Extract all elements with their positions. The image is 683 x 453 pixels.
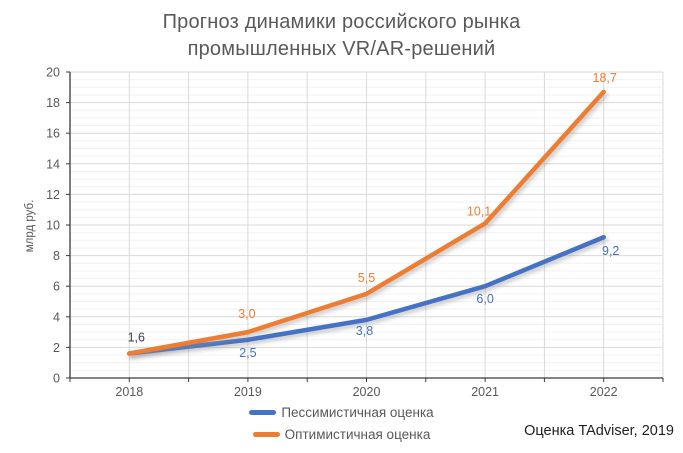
chart-title-line2: промышленных VR/AR-решений (187, 38, 496, 60)
chart-title-line1: Прогноз динамики российского рынка (162, 11, 521, 33)
x-tick-label: 2021 (471, 385, 499, 399)
data-label: 3,0 (238, 307, 255, 321)
y-tick-label: 8 (53, 249, 60, 263)
y-tick-label: 16 (46, 127, 60, 141)
source-attribution: Оценка TAdviser, 2019 (524, 423, 674, 439)
y-tick-label: 18 (46, 96, 60, 110)
x-tick-label: 2019 (234, 385, 262, 399)
chart-title: Прогноз динамики российского рынка промы… (0, 9, 683, 63)
series-line-pessimistic (127, 234, 606, 356)
data-label: 3,8 (356, 324, 373, 338)
legend-item-pessimistic: Пессимистичная оценка (249, 405, 434, 420)
y-tick-label: 6 (53, 280, 60, 294)
legend-swatch-pessimistic-icon (249, 410, 277, 415)
data-label: 18,7 (593, 71, 617, 85)
legend: Пессимистичная оценка Оптимистичная оцен… (0, 405, 683, 442)
y-tick-label: 4 (53, 310, 60, 324)
y-tick-label: 14 (46, 157, 60, 171)
x-tick-label: 2020 (353, 385, 381, 399)
legend-label-pessimistic: Пессимистичная оценка (281, 405, 434, 420)
y-axis-title: млрд руб. (24, 200, 36, 253)
legend-item-optimistic: Оптимистичная оценка (252, 427, 431, 442)
y-tick-label: 10 (46, 219, 60, 233)
y-tick-label: 2 (53, 341, 60, 355)
y-tick-label: 0 (53, 372, 60, 386)
legend-label-optimistic: Оптимистичная оценка (284, 427, 431, 442)
data-label: 6,0 (476, 292, 493, 306)
data-label: 2,5 (239, 346, 256, 360)
data-label: 5,5 (358, 271, 375, 285)
y-tick-label: 12 (46, 188, 60, 202)
y-tick-label: 20 (46, 66, 60, 80)
data-label: 10,1 (467, 204, 491, 218)
data-label: 9,2 (602, 244, 619, 258)
series-line-optimistic (127, 89, 606, 356)
x-tick-label: 2022 (590, 385, 618, 399)
legend-swatch-optimistic-icon (252, 432, 280, 437)
data-label: 1,6 (128, 331, 145, 345)
x-tick-label: 2018 (115, 385, 143, 399)
